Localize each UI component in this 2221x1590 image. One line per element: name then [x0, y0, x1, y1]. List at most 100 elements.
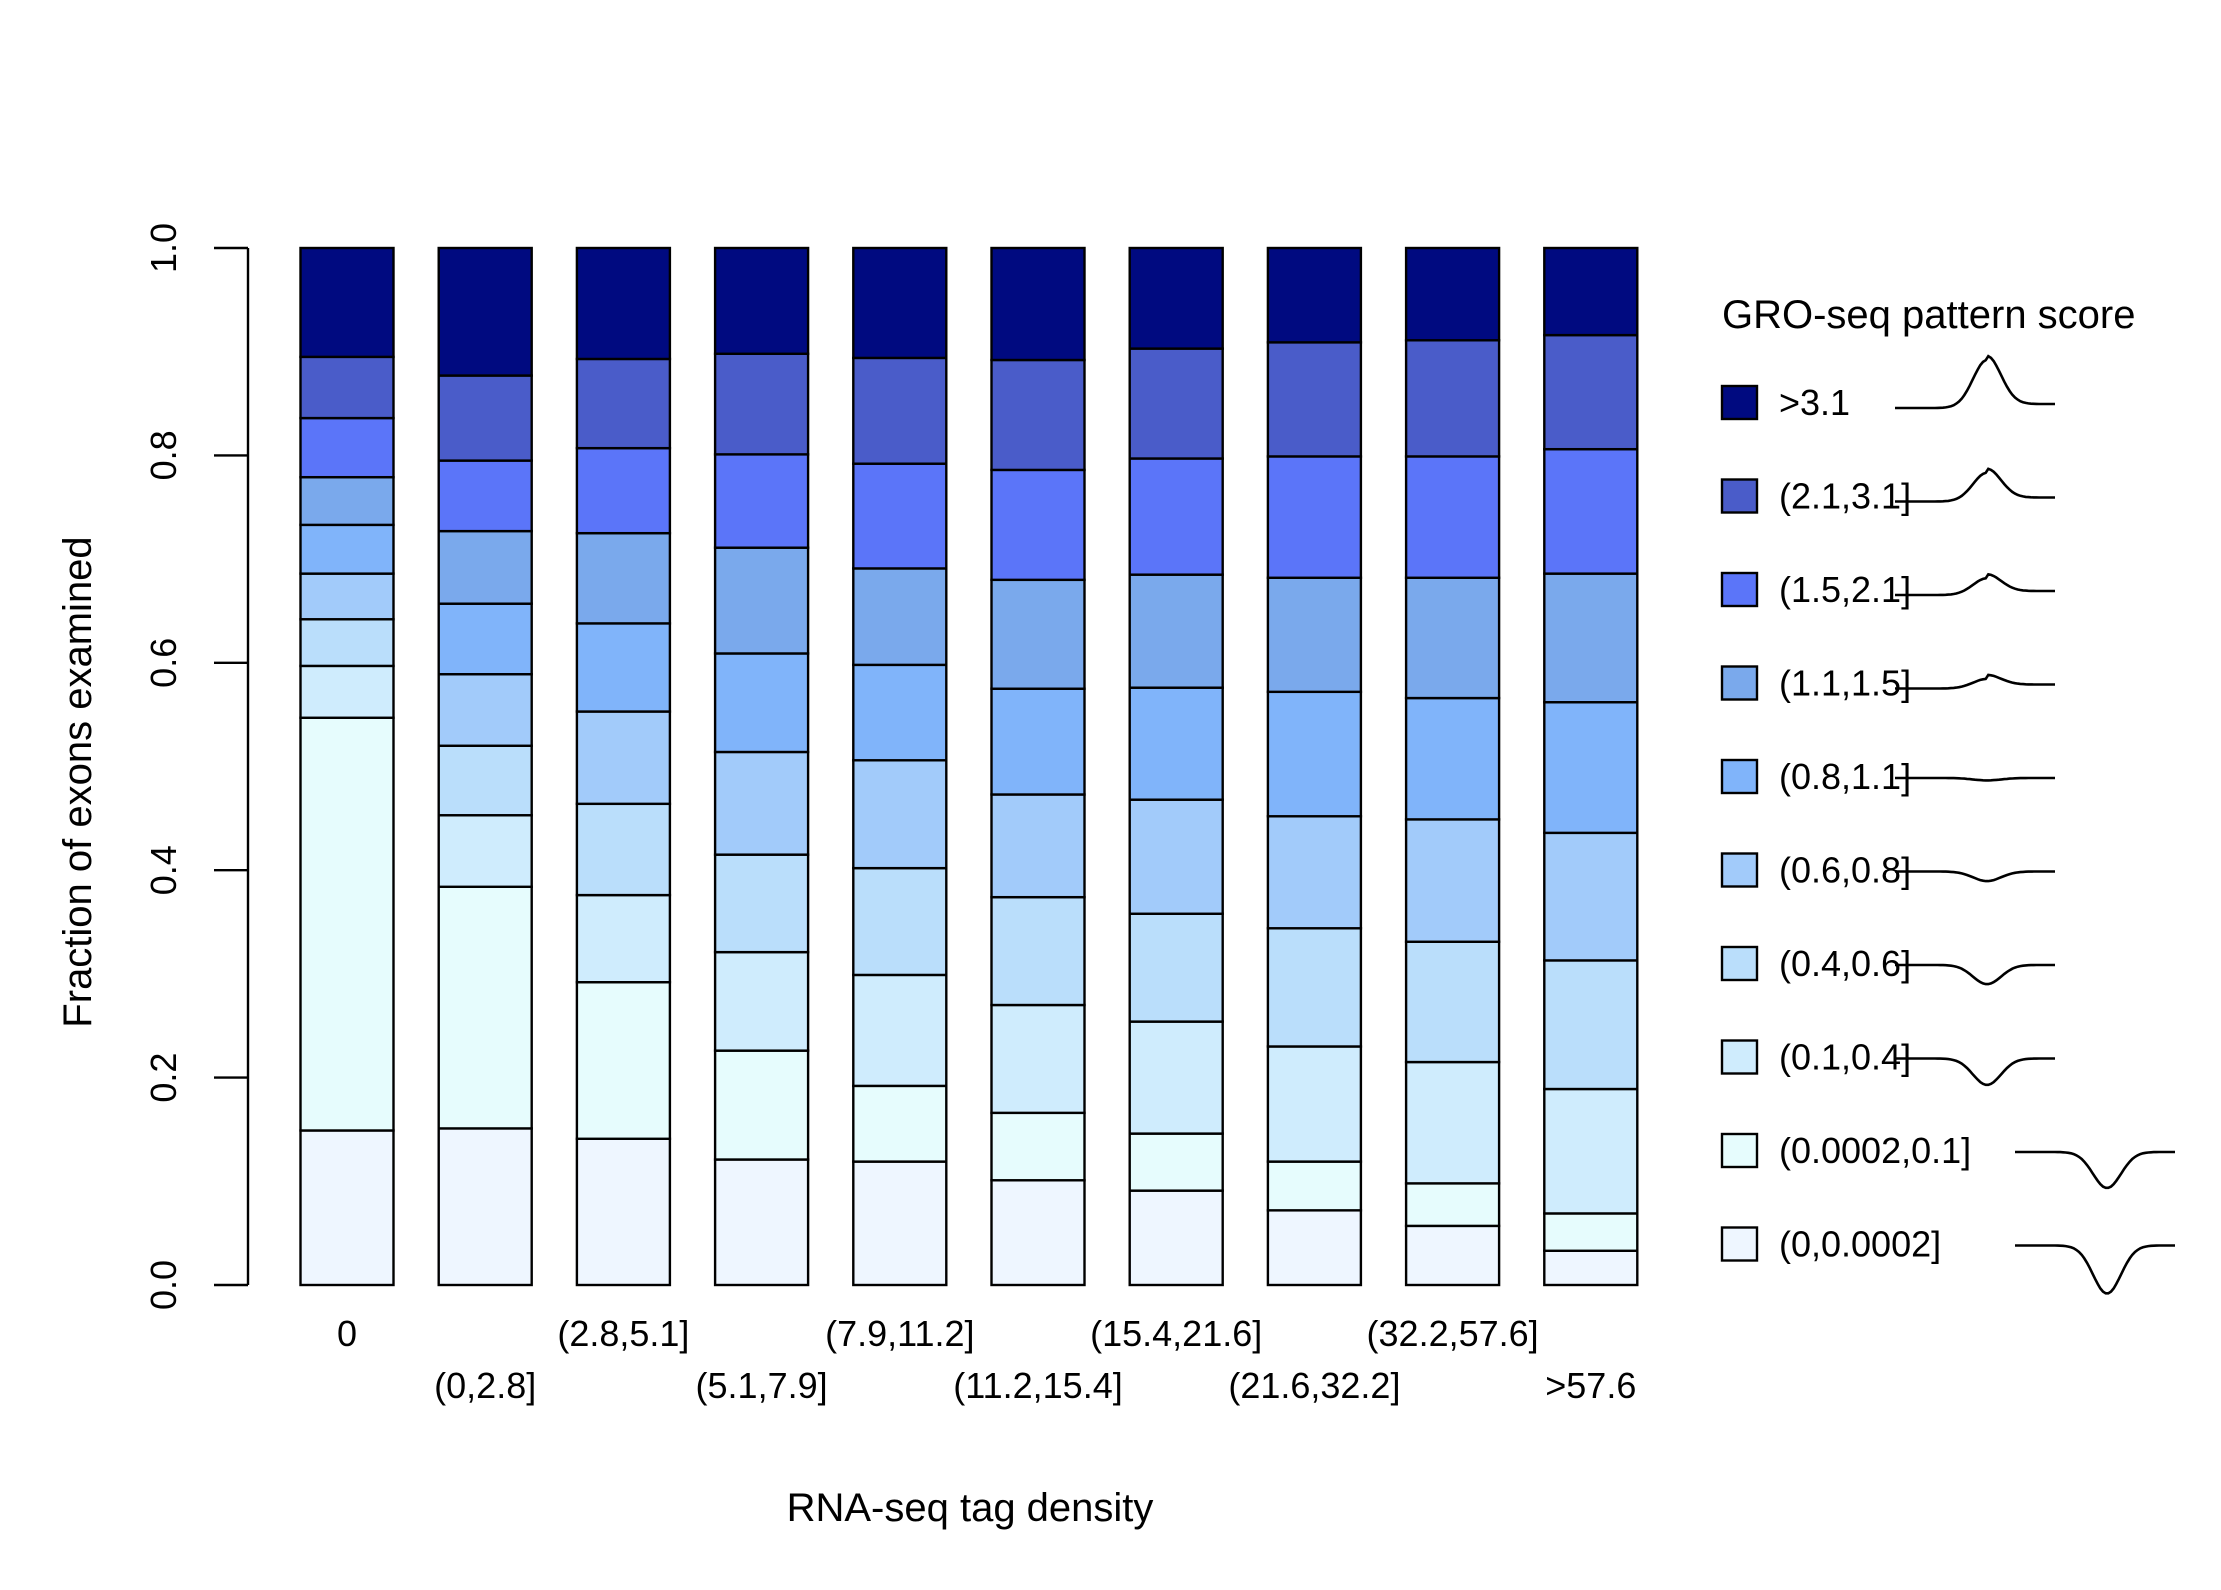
bar-segment — [1543, 447, 1639, 575]
bar-segment — [1128, 912, 1224, 1023]
bar-segment — [1543, 701, 1639, 835]
bar-segment — [437, 602, 533, 676]
bar-segment — [852, 663, 948, 762]
bar-2-8-5-1 — [575, 246, 672, 1287]
bar-segment — [437, 673, 533, 747]
bars-layer — [299, 246, 1639, 1287]
bar-segment — [713, 453, 810, 549]
bar-segment — [1404, 576, 1501, 700]
bar-segment — [990, 1111, 1086, 1182]
legend-item: (0.0002,0.1] — [1720, 1130, 2175, 1190]
legend-swatch — [1720, 571, 1759, 608]
bar-segment — [1266, 1160, 1363, 1212]
legend-item: (0.1,0.4] — [1720, 1037, 2055, 1087]
bar-segment — [575, 357, 672, 450]
pattern-curve-icon — [1895, 1057, 2055, 1087]
x-axis-label: RNA-seq tag density — [787, 1486, 1154, 1530]
bar-segment — [1404, 339, 1501, 458]
pattern-curve-icon — [1895, 467, 2055, 503]
bar-segment — [852, 246, 948, 360]
bar-segment — [1128, 686, 1224, 801]
bar-segment — [1266, 576, 1363, 694]
legend-swatch — [1720, 945, 1759, 982]
bar-57-6 — [1543, 246, 1639, 1287]
bar-segment — [990, 687, 1086, 796]
bar-segment — [1404, 696, 1501, 821]
legend-item: (0,0.0002] — [1720, 1224, 2175, 1295]
bar-5-1-7-9 — [713, 246, 810, 1287]
bar-segment — [1266, 246, 1363, 344]
bar-segment — [1128, 573, 1224, 689]
bar-segment — [1266, 1209, 1363, 1287]
bar-segment — [1266, 341, 1363, 458]
pattern-curve-icon — [1895, 776, 2055, 782]
legend-item: (1.5,2.1] — [1720, 569, 2055, 610]
bar-segment — [575, 1137, 672, 1287]
bar-segment — [437, 374, 533, 462]
pattern-curve-icon — [1895, 572, 2055, 597]
bar-segment — [299, 618, 395, 668]
bar-15-4-21-6 — [1128, 246, 1224, 1287]
bar-segment — [299, 246, 395, 359]
bar-segment — [575, 893, 672, 984]
bar-segment — [990, 1003, 1086, 1115]
bar-segment — [575, 246, 672, 361]
legend-swatch — [1720, 665, 1759, 701]
bar-segment — [713, 950, 810, 1052]
bar-segment — [1404, 818, 1501, 943]
bar-segment — [1404, 1182, 1501, 1228]
legend-swatch — [1720, 758, 1759, 795]
legend-label: (2.1,3.1] — [1779, 476, 1911, 517]
x-tick-label: (2.8,5.1] — [557, 1313, 689, 1354]
bar-segment — [852, 567, 948, 667]
bar-segment — [990, 895, 1086, 1007]
bar-segment — [990, 578, 1086, 690]
legend-swatch — [1720, 1226, 1759, 1262]
y-axis-label: Fraction of exons examined — [56, 536, 100, 1027]
bar-segment — [1128, 1189, 1224, 1287]
pattern-curve-icon — [2015, 1244, 2175, 1295]
bar-segment — [437, 744, 533, 817]
bar-segment — [575, 980, 672, 1140]
bar-segment — [852, 759, 948, 870]
x-tick-label: (5.1,7.9] — [696, 1365, 828, 1406]
x-tick-label: (7.9,11.2] — [825, 1313, 974, 1354]
bar-segment — [1543, 1087, 1639, 1215]
bar-segment — [990, 1179, 1086, 1287]
bar-segment — [852, 1160, 948, 1287]
x-tick-label: (0,2.8] — [434, 1365, 536, 1406]
bar-segment — [852, 1084, 948, 1163]
bar-21-6-32-2 — [1266, 246, 1363, 1287]
legend-label: (0.1,0.4] — [1779, 1037, 1911, 1078]
pattern-curve-icon — [1895, 870, 2055, 883]
legend-item: (0.4,0.6] — [1720, 943, 2055, 986]
bar-segment — [1543, 959, 1639, 1091]
bar-segment — [575, 710, 672, 806]
legend-swatch — [1720, 1132, 1759, 1169]
bar-segment — [852, 462, 948, 570]
bar-segment — [575, 446, 672, 535]
x-tick-label: (11.2,15.4] — [953, 1365, 1122, 1406]
bar-segment — [1266, 815, 1363, 930]
bar-segment — [437, 1127, 533, 1287]
legend-label: (0,0.0002] — [1779, 1224, 1941, 1265]
bar-segment — [1543, 333, 1639, 451]
bar-32-2-57-6 — [1404, 246, 1501, 1287]
y-axis: 0.0 0.2 0.4 0.6 0.8 1.0 — [143, 223, 250, 1310]
bar-segment — [852, 973, 948, 1088]
bar-segment — [1128, 457, 1224, 576]
pattern-curve-icon — [1895, 354, 2055, 410]
bar-segment — [713, 652, 810, 754]
legend-item: (2.1,3.1] — [1720, 467, 2055, 517]
bar-segment — [575, 622, 672, 713]
y-tick-label: 0.6 — [143, 638, 184, 688]
x-tick-label: (21.6,32.2] — [1228, 1365, 1400, 1406]
legend-title: GRO-seq pattern score — [1722, 293, 2136, 337]
bar-segment — [713, 246, 810, 355]
legend-item: (0.6,0.8] — [1720, 850, 2055, 891]
bar-11-2-15-4 — [990, 246, 1086, 1287]
y-tick-label: 1.0 — [143, 223, 184, 273]
bar-segment — [990, 358, 1086, 472]
bar-segment — [1128, 347, 1224, 460]
